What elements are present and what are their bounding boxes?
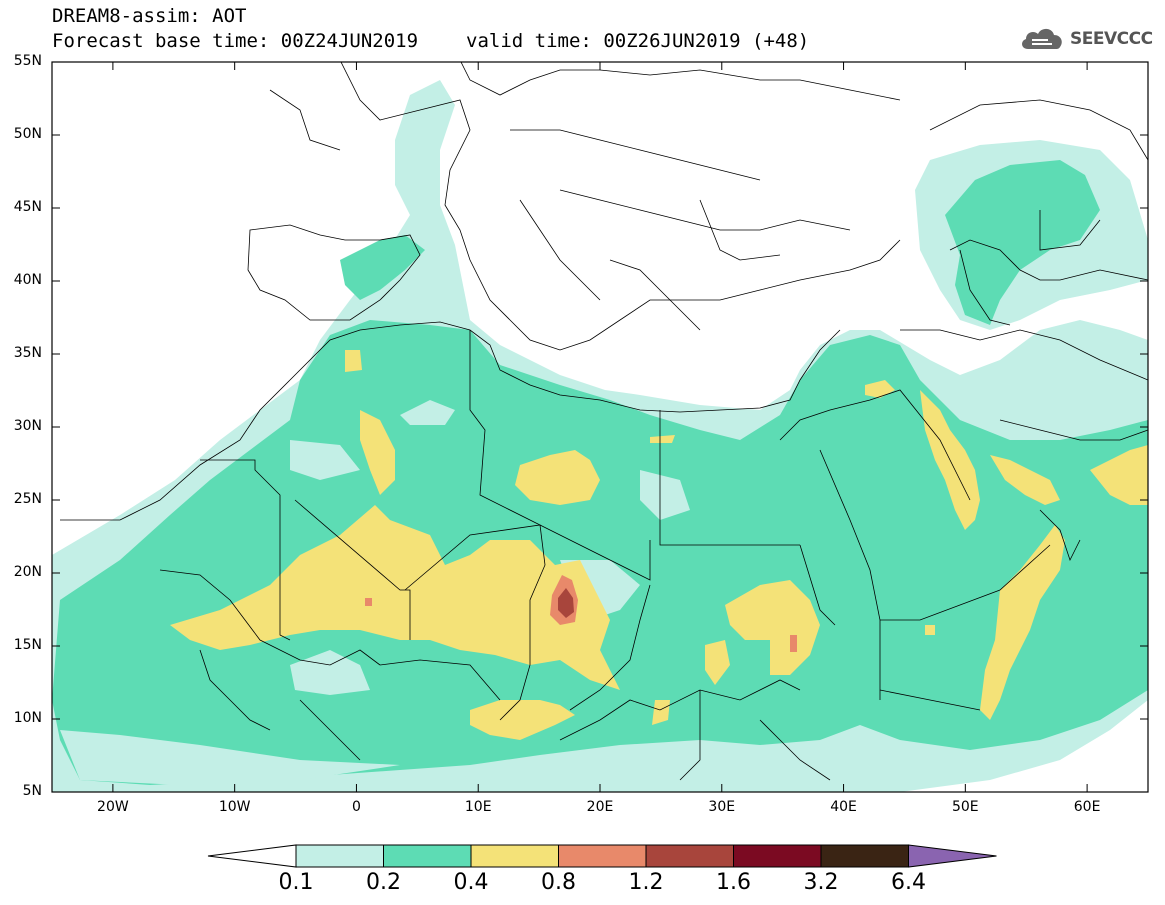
colorbar-segment xyxy=(295,844,384,868)
colorbar-label: 6.4 xyxy=(891,870,926,895)
lat-tick-label: 25N xyxy=(13,491,42,507)
lon-tick-label: 40E xyxy=(830,799,857,815)
aot-contour-0.4-chad-south xyxy=(470,700,575,740)
lat-tick-label: 35N xyxy=(13,345,42,361)
lat-tick-label: 45N xyxy=(13,199,42,215)
aot-contour-0.2-caspian xyxy=(945,160,1100,325)
lon-tick-label: 10E xyxy=(464,799,492,815)
lon-tick-label: 0 xyxy=(351,799,361,815)
title-line2: Forecast base time: 00Z24JUN2019 valid ti… xyxy=(52,32,809,51)
logo-text: SEEVCCC xyxy=(1070,29,1153,49)
lon-tick-label: 60E xyxy=(1073,799,1101,815)
lon-tick-label: 20E xyxy=(586,799,614,815)
colorbar-segment xyxy=(820,844,909,868)
lat-tick-label: 10N xyxy=(13,710,42,726)
lat-tick-label: 15N xyxy=(13,637,42,653)
colorbar-label: 0.1 xyxy=(278,870,314,895)
lon-tick-label: 20W xyxy=(97,799,129,815)
forecast-base-time: Forecast base time: 00Z24JUN2019 xyxy=(52,30,419,52)
colorbar-segment xyxy=(383,844,472,868)
lon-tick-label: 50E xyxy=(951,799,979,815)
title-line1: DREAM8-assim: AOT xyxy=(52,5,247,27)
aot-contour-0.4-libya xyxy=(515,450,600,505)
lat-tick-label: 5N xyxy=(22,783,42,799)
lat-tick-label: 30N xyxy=(13,418,42,434)
colorbar-label: 0.2 xyxy=(366,870,401,895)
colorbar-segment xyxy=(558,844,647,868)
colorbar-label: 3.2 xyxy=(803,870,839,895)
colorbar-segment xyxy=(645,844,734,868)
colorbar-segment xyxy=(470,844,559,868)
colorbar-label: 0.8 xyxy=(541,870,576,895)
lat-tick-label: 20N xyxy=(13,564,42,580)
lat-tick-label: 55N xyxy=(13,53,42,69)
colorbar-label: 1.2 xyxy=(628,870,664,895)
aot-contour-1.2 xyxy=(558,588,574,618)
colorbar-segment xyxy=(733,844,822,868)
lon-tick-label: 10W xyxy=(218,799,251,815)
colorbar-extend-high xyxy=(908,844,997,868)
lon-tick-label: 30E xyxy=(708,799,736,815)
colorbar xyxy=(207,844,997,868)
aot-contour-0.4-oman xyxy=(980,525,1065,720)
colorbar-label: 1.6 xyxy=(716,870,751,895)
seevccc-logo: SEEVCCC xyxy=(1018,24,1153,54)
colorbar-extend-low xyxy=(207,844,297,868)
cloud-icon xyxy=(1022,28,1062,49)
aot-contour-0.4-sahel xyxy=(170,505,620,690)
lat-tick-label: 40N xyxy=(13,272,42,288)
lat-tick-label: 50N xyxy=(13,126,42,142)
aot-contour-0.4-algeria xyxy=(360,410,395,495)
colorbar-label: 0.4 xyxy=(453,870,489,895)
aot-contour-0.2-iberia xyxy=(340,235,425,300)
valid-time: valid time: 00Z26JUN2019 (+48) xyxy=(466,30,810,52)
